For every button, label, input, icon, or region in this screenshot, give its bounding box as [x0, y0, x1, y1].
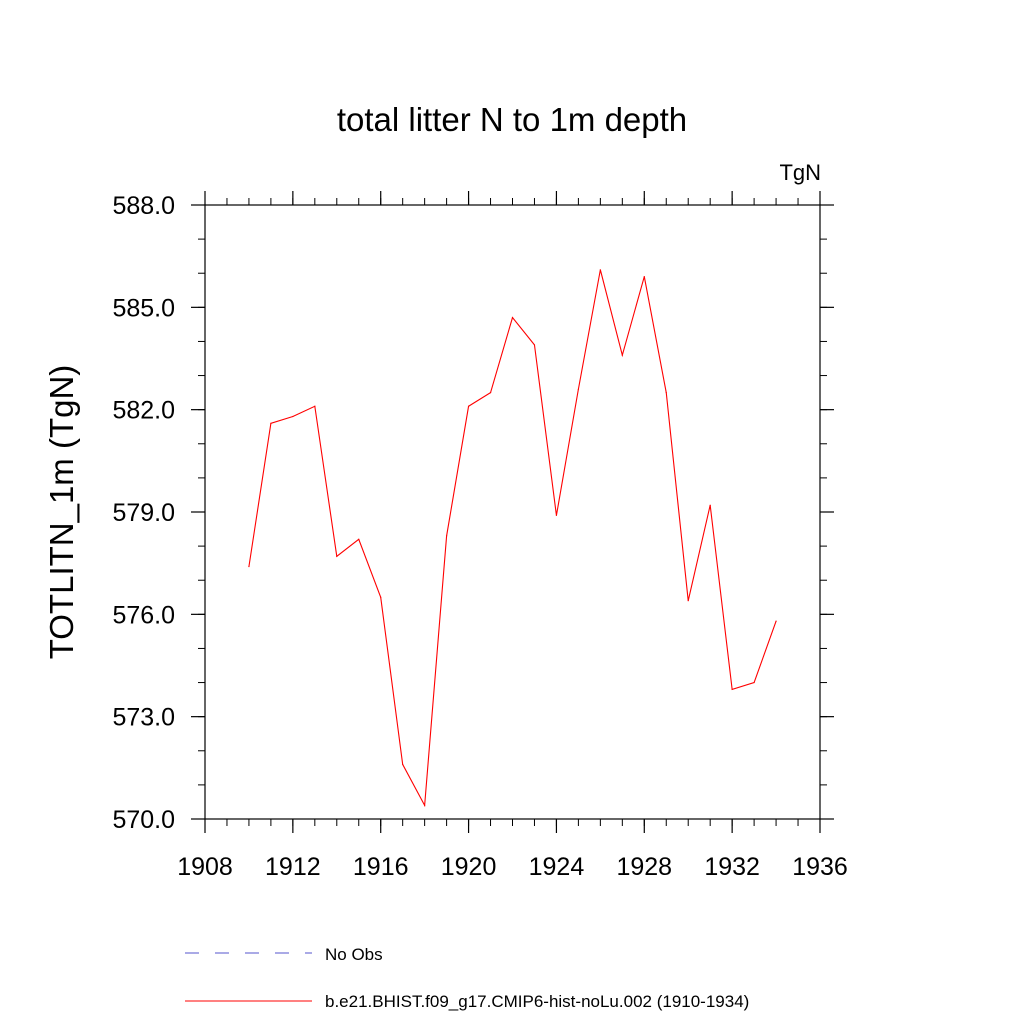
data-point [314, 405, 316, 407]
x-tick-label: 1936 [792, 853, 848, 881]
data-point [621, 354, 623, 356]
tick-labels: 1908 1912 1916 1920 1924 1928 1932 1936 570.0 573… [112, 192, 847, 881]
y-tick-label: 579.0 [112, 499, 175, 527]
data-point [753, 681, 755, 684]
y-tick-label: 576.0 [112, 601, 175, 629]
series-layer [248, 269, 777, 808]
data-point [643, 276, 645, 278]
data-point [270, 422, 272, 424]
y-axis-label: TOTLITN_1m (TgN) [43, 365, 80, 660]
series-line [248, 269, 777, 808]
x-tick-label: 1916 [353, 853, 409, 881]
axis-ticks [191, 191, 834, 833]
y-tick-label: 585.0 [112, 294, 175, 322]
data-point [336, 555, 338, 557]
data-point [292, 415, 294, 418]
data-point [424, 804, 426, 806]
data-point [511, 316, 514, 319]
x-tick-label: 1920 [441, 853, 497, 881]
x-tick-label: 1924 [529, 853, 585, 881]
data-point [665, 392, 667, 394]
data-point [709, 504, 711, 506]
data-point [775, 620, 777, 622]
data-point [555, 514, 558, 517]
data-point [599, 269, 601, 271]
data-point [402, 763, 404, 766]
data-point [577, 388, 579, 390]
data-point [248, 565, 250, 568]
x-tick-label: 1908 [177, 853, 233, 881]
data-point [489, 392, 492, 394]
units-label: TgN [779, 160, 821, 185]
data-point [687, 600, 689, 602]
data-point [446, 535, 448, 537]
x-tick-label: 1928 [616, 853, 672, 881]
legend: No Obs b.e21.BHIST.f09_g17.CMIP6-hist-no… [185, 945, 749, 1011]
y-tick-label: 582.0 [112, 397, 175, 425]
chart-title: total litter N to 1m depth [337, 101, 687, 138]
y-tick-label: 570.0 [112, 806, 175, 834]
data-point [358, 538, 360, 540]
y-tick-label: 573.0 [112, 704, 175, 732]
data-point [731, 688, 733, 690]
legend-label-model-run: b.e21.BHIST.f09_g17.CMIP6-hist-noLu.002 … [325, 992, 749, 1011]
x-tick-label: 1932 [704, 853, 760, 881]
x-tick-label: 1912 [265, 853, 321, 881]
legend-label-no-obs: No Obs [325, 945, 383, 964]
data-point [467, 405, 470, 407]
data-point [380, 596, 382, 598]
plot-frame [204, 204, 821, 820]
y-tick-label: 588.0 [112, 192, 175, 220]
data-point [533, 344, 536, 346]
